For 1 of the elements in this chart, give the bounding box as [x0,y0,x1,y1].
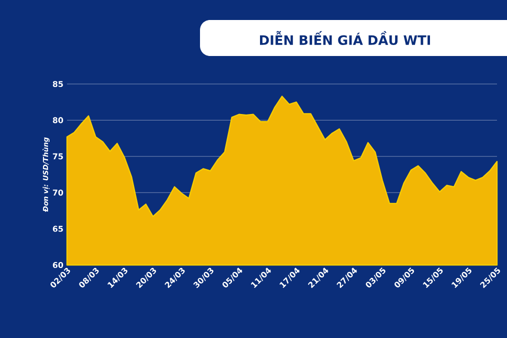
chart-title: DIỄN BIẾN GIÁ DẦU WTI [260,30,430,46]
